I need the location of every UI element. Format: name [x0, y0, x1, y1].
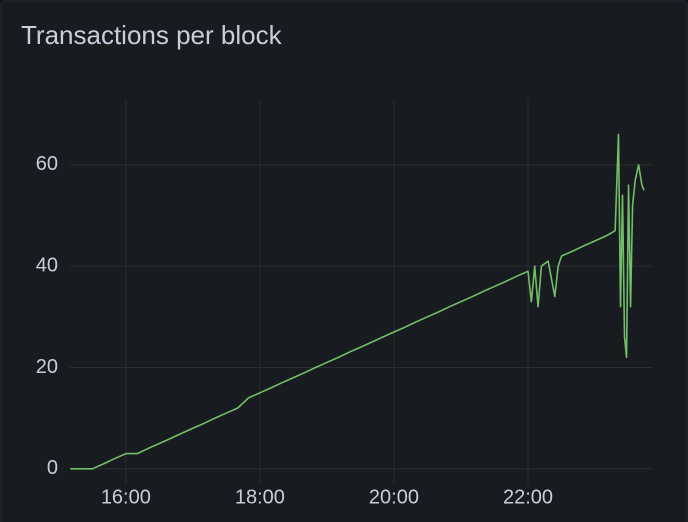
x-tick-label: 20:00	[369, 486, 419, 508]
y-tick-label: 60	[36, 153, 58, 175]
x-tick-label: 16:00	[101, 486, 151, 508]
x-tick-label: 18:00	[235, 486, 285, 508]
series-line	[70, 133, 645, 470]
x-tick-label: 22:00	[503, 486, 553, 508]
y-tick-label: 40	[36, 254, 58, 276]
y-tick-label: 0	[47, 457, 58, 479]
y-tick-label: 20	[36, 356, 58, 378]
chart-title: Transactions per block	[21, 20, 283, 50]
